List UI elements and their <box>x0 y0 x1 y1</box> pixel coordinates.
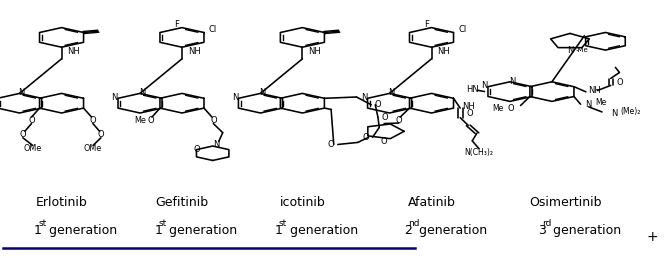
Text: N(CH₃)₂: N(CH₃)₂ <box>464 148 494 157</box>
Text: N: N <box>232 93 238 102</box>
Text: nd: nd <box>408 219 419 228</box>
Text: 1: 1 <box>275 224 283 237</box>
Text: Me: Me <box>134 116 146 125</box>
Text: N: N <box>389 88 395 97</box>
Text: N: N <box>611 109 617 118</box>
Text: Cl: Cl <box>209 26 217 34</box>
Text: O: O <box>395 116 402 125</box>
Text: N: N <box>260 88 266 97</box>
Text: O: O <box>193 145 200 154</box>
Text: HN: HN <box>466 85 479 93</box>
Text: O: O <box>328 140 334 149</box>
Text: st: st <box>38 219 46 228</box>
Text: N: N <box>139 88 145 97</box>
Text: generation: generation <box>286 224 358 237</box>
Text: 3: 3 <box>538 224 546 237</box>
Text: N: N <box>482 82 488 90</box>
Text: O: O <box>616 78 623 86</box>
Text: Afatinib: Afatinib <box>407 196 456 209</box>
Text: NH: NH <box>462 102 474 110</box>
Text: O: O <box>381 137 387 146</box>
Text: NH: NH <box>437 47 450 56</box>
Text: OMe: OMe <box>23 144 42 153</box>
Text: NH: NH <box>587 86 600 95</box>
Text: 1: 1 <box>34 224 42 237</box>
Text: N: N <box>213 141 219 149</box>
Text: rd: rd <box>542 219 551 228</box>
Text: Me: Me <box>492 104 503 113</box>
Text: O: O <box>508 104 514 113</box>
Text: N: N <box>19 88 25 97</box>
Text: 1: 1 <box>155 224 163 237</box>
Text: F: F <box>423 20 429 29</box>
Text: O: O <box>19 130 26 139</box>
Text: O: O <box>90 116 96 125</box>
Text: OMe: OMe <box>84 144 102 153</box>
Text: O: O <box>147 116 154 125</box>
Text: Osimertinib: Osimertinib <box>529 196 601 209</box>
Text: Cl: Cl <box>458 26 466 34</box>
Text: Gefitinib: Gefitinib <box>155 196 209 209</box>
Text: O: O <box>466 109 473 117</box>
Text: (Me)₂: (Me)₂ <box>621 107 641 116</box>
Text: O: O <box>381 113 388 122</box>
Text: Erlotinib: Erlotinib <box>35 196 88 209</box>
Text: icotinib: icotinib <box>280 196 325 209</box>
Text: O: O <box>375 100 381 109</box>
Text: N: N <box>361 93 367 102</box>
Text: N: N <box>567 46 573 55</box>
Text: generation: generation <box>45 224 117 237</box>
Text: N: N <box>112 93 118 102</box>
Text: +: + <box>646 230 658 244</box>
Text: O: O <box>28 116 35 125</box>
Text: st: st <box>159 219 167 228</box>
Text: NH: NH <box>67 47 80 56</box>
Text: N: N <box>509 77 515 85</box>
Text: O: O <box>363 133 369 142</box>
Text: Me: Me <box>595 99 606 107</box>
Text: F: F <box>174 20 179 29</box>
Text: NH: NH <box>187 47 201 56</box>
Text: N: N <box>585 100 592 109</box>
Text: st: st <box>279 219 287 228</box>
Text: O: O <box>98 130 104 139</box>
Text: 2: 2 <box>404 224 412 237</box>
Text: generation: generation <box>165 224 237 237</box>
Text: generation: generation <box>549 224 621 237</box>
Text: O: O <box>210 116 217 125</box>
Text: NH: NH <box>308 47 321 56</box>
Text: generation: generation <box>415 224 487 237</box>
Text: -Me: -Me <box>575 47 589 53</box>
